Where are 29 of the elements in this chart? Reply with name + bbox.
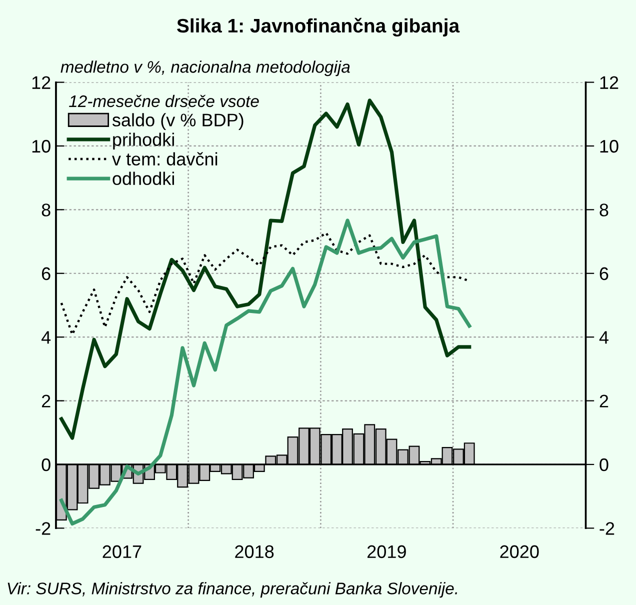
y2-tick-label: 12 xyxy=(600,76,618,89)
y-tick-label: 8 xyxy=(42,204,50,216)
y-tick-label: 0 xyxy=(42,458,50,472)
line-series xyxy=(60,218,472,526)
chart-title: Slika 1: Javnofinančna gibanja xyxy=(177,18,460,37)
y2-tick-label: 6 xyxy=(600,267,608,280)
x-tick-label: 2017 xyxy=(102,545,142,558)
y2-tick-label: 8 xyxy=(600,204,608,216)
y-tick-label: -2 xyxy=(36,522,50,535)
x-tick-label: 2019 xyxy=(368,545,406,558)
y-tick-label: 6 xyxy=(42,267,50,280)
y-tick-label: 4 xyxy=(41,331,51,344)
x-tick-label: 2018 xyxy=(235,545,274,558)
legend-label: prihodki xyxy=(113,132,174,150)
y2-tick-label: 0 xyxy=(600,458,608,472)
y2-tick-label: 4 xyxy=(599,331,608,344)
y2-tick-label: 10 xyxy=(600,140,618,153)
legend-title: 12-mesečne drseče vsote xyxy=(69,94,259,108)
text: Vir: SURS, Ministrstvo za finance, preračuni Banka Slovenije. xyxy=(8,582,457,598)
y2-tick-label: 2 xyxy=(600,394,608,408)
y-tick-label: 10 xyxy=(32,140,50,153)
y-tick-label: 2 xyxy=(42,394,50,408)
legend-label: saldo (v % BDP) xyxy=(112,113,244,130)
y2-tick-label: -2 xyxy=(600,522,614,535)
chart-subtitle: medletno v %, nacionalna metodologija xyxy=(60,60,350,76)
x-tick-label: 2020 xyxy=(500,545,539,558)
legend-label: v tem: davčni xyxy=(112,152,218,166)
y-tick-label: 12 xyxy=(32,76,50,89)
legend-label: odhodki xyxy=(112,172,174,186)
